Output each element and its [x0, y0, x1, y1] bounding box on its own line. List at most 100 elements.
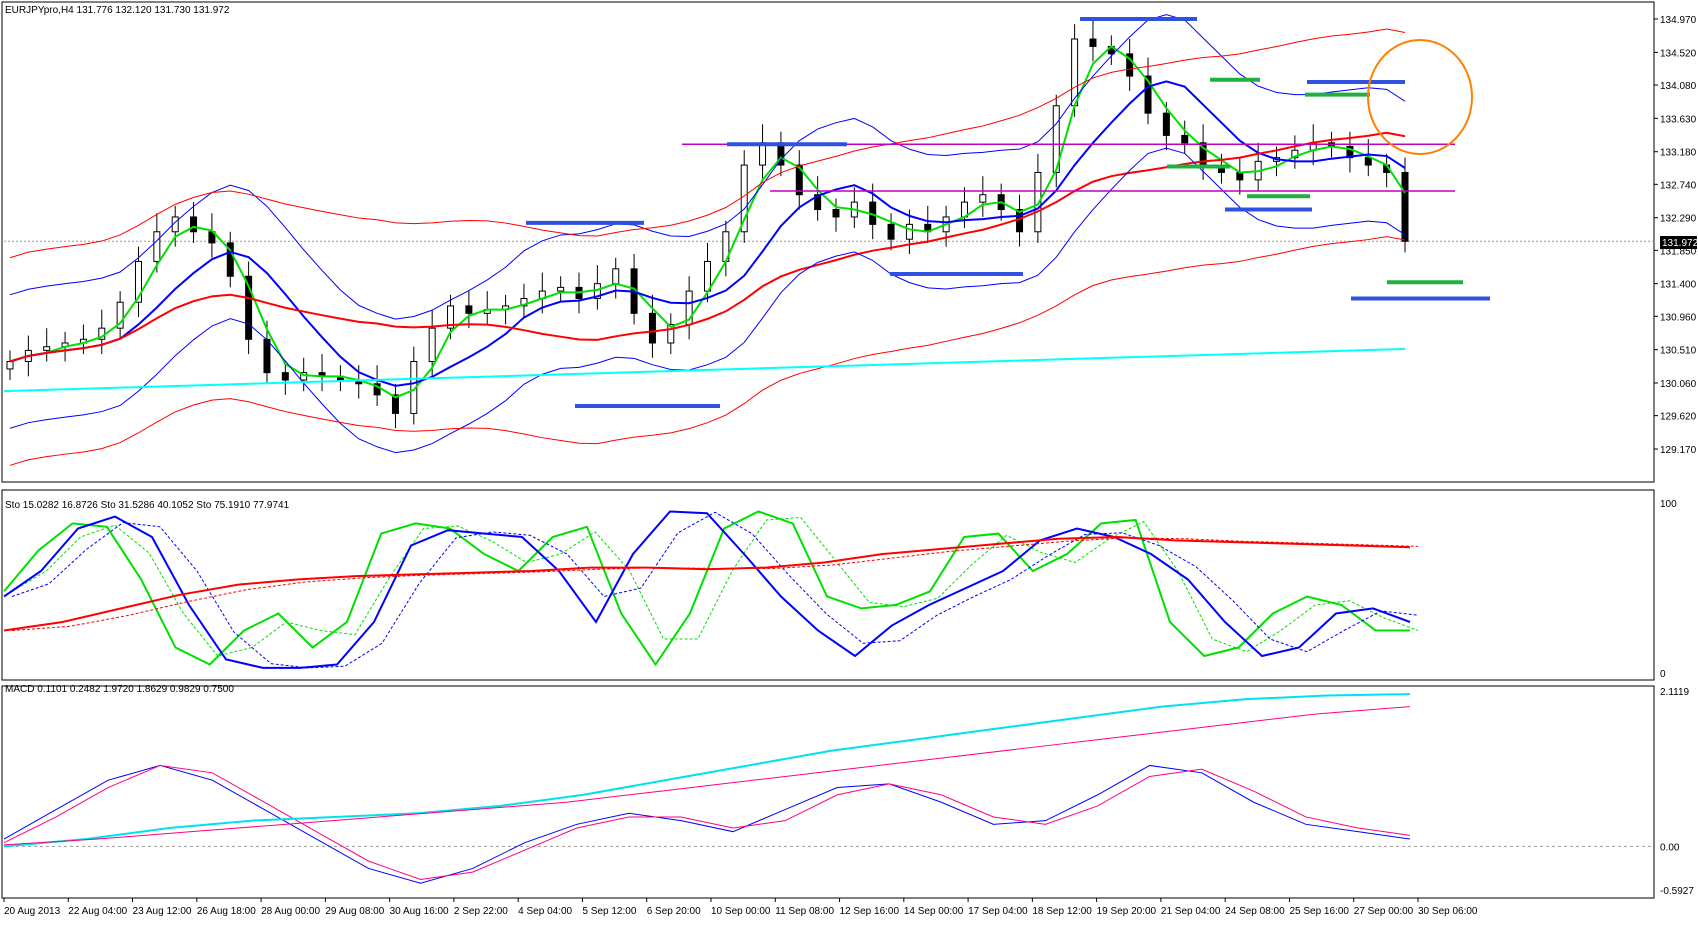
candle-body	[612, 268, 620, 285]
stoch-panel-label: Sto 15.0282 16.8726 Sto 31.5286 40.1052 …	[5, 500, 290, 511]
stoch-signal-line	[11, 516, 1419, 657]
macd-line	[3, 764, 1411, 884]
candle-body	[447, 305, 455, 329]
macd-panel-frame	[1, 685, 1655, 899]
time-tick-label: 17 Sep 04:00	[968, 906, 1028, 917]
candle-body	[667, 323, 675, 344]
time-tick-label: 25 Sep 16:00	[1289, 906, 1349, 917]
candle-body	[1162, 112, 1170, 136]
price-tick-label: 134.970	[1660, 15, 1697, 26]
stoch-signal-line	[11, 537, 1419, 631]
candle-body	[153, 231, 161, 262]
lower-band-line	[9, 147, 1406, 454]
candle-body	[1291, 149, 1299, 159]
candle-body	[1126, 53, 1134, 77]
candle-body	[1236, 171, 1244, 181]
time-tick-label: 11 Sep 08:00	[775, 906, 834, 917]
stoch-line	[3, 510, 1411, 669]
stochastic-panel[interactable]: 100 0	[1, 489, 1677, 681]
time-tick-label: 30 Sep 06:00	[1418, 906, 1478, 917]
price-panel-frame	[1, 1, 1655, 483]
candle-body	[1052, 105, 1060, 173]
candle-body	[373, 383, 381, 396]
price-tick-label: 129.620	[1660, 412, 1697, 423]
candle-body	[1181, 134, 1189, 144]
price-tick-label: 131.850	[1660, 246, 1697, 257]
candle-body	[1364, 157, 1372, 166]
time-tick-label: 5 Sep 12:00	[582, 906, 636, 917]
stoch-tick-label: 100	[1660, 499, 1677, 510]
time-tick-label: 19 Sep 20:00	[1097, 906, 1157, 917]
time-tick-label: 2 Sep 22:00	[454, 906, 508, 917]
candle-body	[520, 298, 528, 307]
candle-body	[814, 194, 822, 211]
candle-body	[887, 223, 895, 240]
time-tick-label: 12 Sep 16:00	[840, 906, 900, 917]
stoch-line	[3, 535, 1411, 632]
price-tick-label: 134.520	[1660, 48, 1697, 59]
macd-tick-label: 0.00	[1660, 842, 1680, 853]
time-tick-label: 18 Sep 12:00	[1032, 906, 1092, 917]
stoch-panel-frame	[1, 489, 1655, 681]
candle-body	[134, 260, 142, 303]
price-tick-label: 130.510	[1660, 346, 1697, 357]
upper-band-line	[9, 14, 1406, 320]
stoch-tick-label: 0	[1660, 669, 1666, 680]
candle-body	[832, 209, 840, 218]
candle-body	[648, 312, 656, 344]
candle-body	[263, 338, 271, 374]
time-tick-label: 29 Aug 08:00	[325, 906, 384, 917]
price-tick-label: 130.060	[1660, 379, 1697, 390]
candle-body	[245, 275, 253, 340]
candle-body	[116, 301, 124, 329]
time-tick-label: 14 Sep 00:00	[904, 906, 964, 917]
macd-tick-label: -0.5927	[1660, 886, 1694, 897]
current-price-tag: 131.972	[1660, 236, 1698, 249]
time-tick-label: 4 Sep 04:00	[518, 906, 572, 917]
candle-body	[905, 223, 913, 240]
macd-panel-label: MACD 0.1101 0.2482 1.9720 1.8629 0.9829 …	[5, 684, 234, 695]
candle-body	[281, 372, 289, 381]
candle-body	[43, 346, 51, 351]
price-tick-label: 133.630	[1660, 114, 1697, 125]
macd-line	[3, 706, 1411, 846]
macd-tick-label: 2.1119	[1660, 687, 1690, 698]
candle-body	[428, 327, 436, 363]
time-tick-label: 6 Sep 20:00	[647, 906, 701, 917]
candle-body	[1034, 171, 1042, 233]
macd-panel[interactable]: 2.1119 0.00 -0.5927	[1, 685, 1694, 899]
candle-body	[6, 361, 14, 370]
time-axis: 20 Aug 2013 22 Aug 04:00 23 Aug 12:00 26 Au…	[3, 898, 1478, 917]
price-tick-label: 131.400	[1660, 280, 1697, 291]
time-tick-label: 23 Aug 12:00	[133, 906, 192, 917]
price-tick-label: 129.170	[1660, 445, 1697, 456]
time-tick-label: 27 Sep 00:00	[1354, 906, 1414, 917]
macd-line	[3, 764, 1411, 881]
time-tick-label: 28 Aug 00:00	[261, 906, 320, 917]
time-tick-label: 22 Aug 04:00	[68, 906, 127, 917]
candle-body	[391, 394, 399, 414]
candle-body	[1401, 171, 1409, 242]
time-tick-label: 24 Sep 08:00	[1225, 906, 1285, 917]
candle-body	[190, 216, 198, 233]
time-tick-label: 20 Aug 2013	[4, 906, 61, 917]
candle-body	[1144, 75, 1152, 114]
fast-ma-line	[9, 45, 1406, 399]
upper-red-envelope	[9, 28, 1406, 259]
candle-body	[704, 260, 711, 292]
candle-body	[300, 372, 308, 381]
current-price-value: 131.972	[1662, 238, 1698, 249]
candle-body	[1346, 146, 1354, 159]
price-tick-label: 134.080	[1660, 81, 1697, 92]
macd-line	[3, 693, 1411, 848]
time-tick-label: 10 Sep 00:00	[711, 906, 771, 917]
price-tick-label: 132.740	[1660, 180, 1697, 191]
candles	[6, 20, 1409, 429]
candle-body	[465, 305, 473, 314]
lower-red-envelope	[9, 236, 1406, 466]
price-tick-label: 133.180	[1660, 148, 1697, 159]
mid-ma-line	[9, 80, 1406, 387]
candle-body	[795, 164, 803, 196]
price-panel[interactable]: 134.970 134.520 134.080 133.630 133.180 132.7…	[1, 1, 1697, 483]
